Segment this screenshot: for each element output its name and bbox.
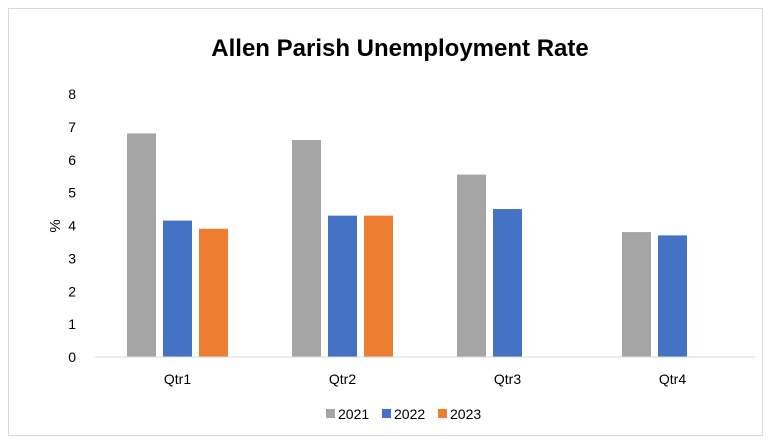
- x-tick-labels: Qtr1 Qtr2 Qtr3 Qtr4: [164, 371, 686, 387]
- bar-2021-qtr1: [127, 133, 156, 357]
- x-tick-label: Qtr1: [164, 371, 191, 387]
- y-tick-label: 2: [68, 283, 76, 299]
- y-tick-labels: 0 1 2 3 4 5 6 7 8: [68, 86, 76, 365]
- legend-label-2021: 2021: [338, 406, 369, 422]
- y-tick-label: 4: [68, 218, 76, 234]
- y-tick-label: 3: [68, 250, 76, 266]
- y-axis-label: %: [47, 219, 64, 232]
- legend-swatch-2021: [326, 409, 335, 418]
- bar-2022-qtr3: [493, 209, 522, 357]
- y-tick-label: 7: [68, 119, 76, 135]
- bar-2023-qtr2: [364, 215, 393, 357]
- bar-2021-qtr2: [292, 140, 321, 357]
- legend-label-2022: 2022: [394, 406, 425, 422]
- chart-title: Allen Parish Unemployment Rate: [211, 35, 588, 62]
- y-tick-label: 5: [68, 185, 76, 201]
- x-tick-label: Qtr4: [659, 371, 686, 387]
- x-tick-label: Qtr2: [329, 371, 356, 387]
- legend-swatch-2022: [382, 409, 391, 418]
- y-tick-label: 1: [68, 316, 76, 332]
- bar-2021-qtr3: [457, 174, 486, 357]
- x-tick-label: Qtr3: [494, 371, 521, 387]
- bar-2021-qtr4: [622, 232, 651, 357]
- y-tick-label: 0: [68, 349, 76, 365]
- legend-swatch-2023: [438, 409, 447, 418]
- legend: 2021 2022 2023: [326, 406, 481, 422]
- legend-label-2023: 2023: [450, 406, 481, 422]
- bars: [127, 133, 687, 357]
- y-tick-label: 8: [68, 86, 76, 102]
- bar-2022-qtr2: [328, 215, 357, 357]
- bar-2022-qtr4: [658, 235, 687, 357]
- bar-2022-qtr1: [163, 220, 192, 357]
- bar-2023-qtr1: [199, 228, 228, 357]
- y-tick-label: 6: [68, 152, 76, 168]
